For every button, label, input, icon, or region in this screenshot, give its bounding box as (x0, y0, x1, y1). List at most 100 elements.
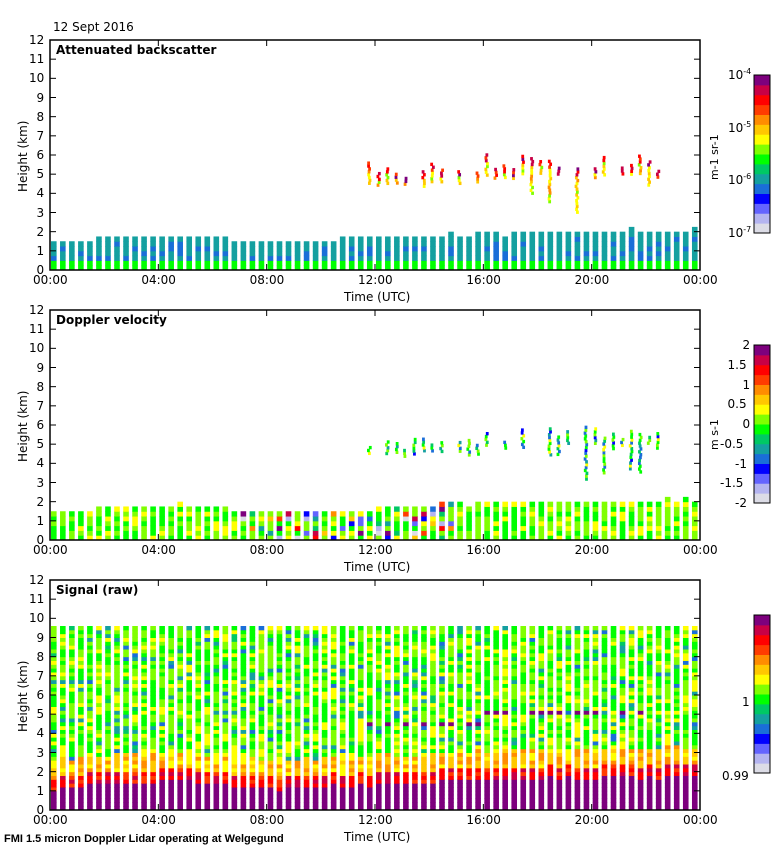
heatmap-cell (673, 702, 680, 707)
heatmap-cell (655, 748, 662, 753)
heatmap-cell (610, 775, 617, 780)
heatmap-cell (376, 679, 382, 684)
heatmap-cell (637, 752, 644, 757)
heatmap-cell (549, 453, 553, 457)
heatmap-cell (502, 645, 508, 650)
heatmap-cell (222, 246, 229, 252)
heatmap-cell (448, 790, 454, 796)
heatmap-cell (637, 626, 644, 631)
heatmap-cell (448, 645, 454, 650)
heatmap-cell (150, 525, 156, 531)
heatmap-cell (574, 771, 581, 776)
heatmap-cell (186, 687, 193, 692)
heatmap-cell (655, 660, 662, 665)
heatmap-cell (583, 260, 590, 266)
heatmap-cell (294, 675, 301, 681)
heatmap-cell (141, 530, 147, 536)
heatmap-cell (610, 718, 617, 723)
heatmap-cell (249, 679, 256, 684)
heatmap-cell (583, 706, 590, 711)
heatmap-cell (628, 660, 635, 665)
heatmap-cell (258, 744, 265, 750)
heatmap-cell (348, 760, 355, 765)
heatmap-cell (267, 767, 274, 773)
heatmap-cell (330, 683, 337, 688)
heatmap-cell (321, 660, 328, 665)
heatmap-cell (502, 710, 508, 715)
heatmap-cell (78, 683, 84, 688)
heatmap-cell (475, 530, 481, 536)
heatmap-cell (69, 695, 75, 700)
heatmap-cell (303, 798, 310, 803)
heatmap-cell (655, 787, 662, 792)
heatmap-cell (601, 231, 608, 237)
heatmap-cell (638, 160, 642, 164)
heatmap-cell (159, 511, 165, 517)
heatmap-cell (575, 187, 579, 191)
heatmap-cell (132, 725, 138, 730)
heatmap-cell (394, 679, 400, 684)
heatmap-cell (610, 806, 617, 811)
heatmap-cell (294, 656, 301, 661)
heatmap-cell (222, 516, 229, 522)
heatmap-cell (664, 756, 671, 761)
heatmap-cell (655, 779, 662, 784)
heatmap-cell (51, 641, 57, 646)
heatmap-cell (394, 675, 400, 681)
heatmap-cell (385, 748, 391, 753)
heatmap-cell (493, 506, 499, 512)
heatmap-cell (348, 664, 355, 669)
heatmap-cell (258, 530, 265, 536)
heatmap-cell (439, 783, 445, 788)
heatmap-cell (321, 652, 328, 658)
heatmap-cell (547, 775, 554, 780)
heatmap-cell (646, 511, 653, 517)
heatmap-cell (168, 506, 174, 512)
heatmap-cell (439, 764, 445, 769)
heatmap-cell (565, 706, 572, 711)
heatmap-cell (150, 748, 156, 753)
heatmap-cell (394, 641, 400, 646)
heatmap-cell (655, 664, 662, 669)
heatmap-cell (430, 250, 436, 257)
heatmap-cell (655, 652, 662, 658)
heatmap-cell (312, 649, 319, 654)
heatmap-cell (186, 652, 193, 658)
colorbar-swatch (754, 173, 770, 185)
heatmap-cell (303, 260, 310, 266)
heatmap-cell (583, 679, 590, 684)
heatmap-cell (610, 698, 617, 704)
heatmap-cell (457, 241, 463, 247)
heatmap-cell (502, 718, 508, 723)
heatmap-cell (493, 641, 499, 646)
heatmap-cell (511, 660, 518, 665)
heatmap-cell (285, 710, 292, 715)
heatmap-cell (440, 180, 444, 184)
heatmap-cell (258, 702, 265, 707)
heatmap-cell (412, 260, 418, 266)
heatmap-cell (348, 767, 355, 773)
heatmap-cell (682, 706, 689, 711)
heatmap-cell (647, 183, 651, 187)
heatmap-cell (583, 790, 590, 796)
heatmap-cell (601, 748, 608, 753)
heatmap-cell (538, 775, 545, 780)
heatmap-cell (258, 241, 265, 247)
heatmap-cell (565, 798, 572, 803)
heatmap-cell (258, 626, 265, 631)
heatmap-cell (475, 501, 481, 507)
heatmap-cell (511, 698, 518, 704)
heatmap-cell (195, 525, 202, 531)
heatmap-cell (186, 255, 193, 261)
heatmap-cell (69, 771, 75, 776)
heatmap-cell (529, 783, 536, 788)
heatmap-cell (177, 637, 183, 642)
heatmap-cell (285, 525, 292, 531)
heatmap-cell (150, 236, 156, 242)
heatmap-cell (502, 668, 508, 673)
heatmap-cell (195, 641, 202, 646)
heatmap-cell (601, 729, 608, 734)
heatmap-cell (512, 173, 515, 178)
heatmap-cell (403, 660, 409, 665)
heatmap-cell (186, 787, 193, 792)
